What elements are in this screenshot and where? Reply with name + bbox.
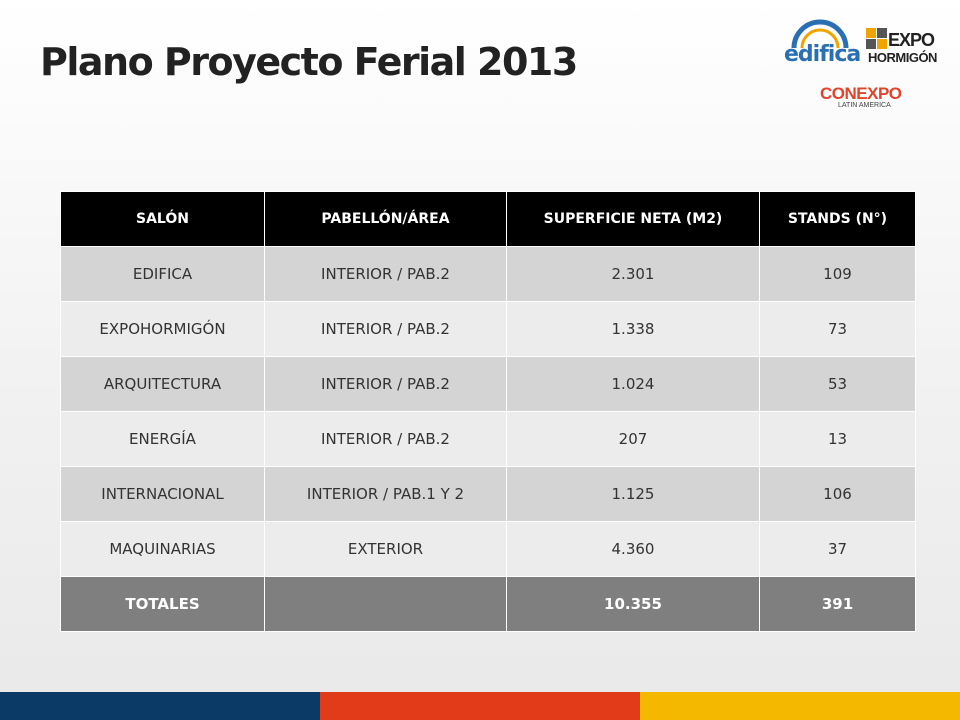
- expohormigon-logo: EXPO HORMIGÓN: [866, 24, 946, 78]
- cell-salon: MAQUINARIAS: [60, 521, 265, 577]
- header-pabellon: PABELLÓN/ÁREA: [264, 191, 507, 247]
- edifica-logo: edifica: [780, 14, 861, 78]
- page-title: Plano Proyecto Ferial 2013: [40, 40, 578, 84]
- cell-stands: 13: [759, 411, 916, 467]
- cell-stands: 73: [759, 301, 916, 357]
- cell-superficie: 1.024: [506, 356, 760, 412]
- header-superficie: SUPERFICIE NETA (M2): [506, 191, 760, 247]
- total-stands: 391: [759, 576, 916, 632]
- edifica-logo-text: edifica: [784, 42, 861, 67]
- cell-salon: EDIFICA: [60, 246, 265, 302]
- footer-bar-yellow: [640, 692, 960, 720]
- cell-superficie: 1.338: [506, 301, 760, 357]
- cell-stands: 37: [759, 521, 916, 577]
- total-pabellon: [264, 576, 507, 632]
- hormigon-logo-text: HORMIGÓN: [868, 50, 937, 65]
- total-label: TOTALES: [60, 576, 265, 632]
- table-total-row: TOTALES 10.355 391: [60, 576, 916, 632]
- conexpo-logo-subtext: LATIN AMERICA: [838, 102, 891, 109]
- header-salon: SALÓN: [60, 191, 265, 247]
- cell-pabellon: INTERIOR / PAB.2: [264, 356, 507, 412]
- cell-pabellon: INTERIOR / PAB.1 Y 2: [264, 466, 507, 522]
- expo-logo-text: EXPO: [888, 30, 935, 50]
- cell-superficie: 1.125: [506, 466, 760, 522]
- table-row: INTERNACIONAL INTERIOR / PAB.1 Y 2 1.125…: [60, 466, 916, 522]
- cell-salon: ARQUITECTURA: [60, 356, 265, 412]
- conexpo-logo-text: CONEXPO: [820, 84, 902, 103]
- cell-stands: 106: [759, 466, 916, 522]
- cell-superficie: 207: [506, 411, 760, 467]
- table-row: ENERGÍA INTERIOR / PAB.2 207 13: [60, 411, 916, 467]
- cell-stands: 53: [759, 356, 916, 412]
- cell-salon: ENERGÍA: [60, 411, 265, 467]
- header-stands: STANDS (N°): [759, 191, 916, 247]
- cell-superficie: 2.301: [506, 246, 760, 302]
- table-row: EXPOHORMIGÓN INTERIOR / PAB.2 1.338 73: [60, 301, 916, 357]
- cell-superficie: 4.360: [506, 521, 760, 577]
- cell-pabellon: INTERIOR / PAB.2: [264, 411, 507, 467]
- cell-pabellon: INTERIOR / PAB.2: [264, 301, 507, 357]
- footer-color-bar: [0, 692, 960, 720]
- table-row: EDIFICA INTERIOR / PAB.2 2.301 109: [60, 246, 916, 302]
- conexpo-logo: CONEXPO LATIN AMERICA: [816, 82, 916, 112]
- table-row: ARQUITECTURA INTERIOR / PAB.2 1.024 53: [60, 356, 916, 412]
- footer-bar-red: [320, 692, 640, 720]
- table-header-row: SALÓN PABELLÓN/ÁREA SUPERFICIE NETA (M2)…: [60, 191, 916, 247]
- sponsor-logos: edifica EXPO HORMIGÓN CONEXPO LATIN AMER…: [780, 10, 950, 110]
- table-row: MAQUINARIAS EXTERIOR 4.360 37: [60, 521, 916, 577]
- cell-salon: EXPOHORMIGÓN: [60, 301, 265, 357]
- total-superficie: 10.355: [506, 576, 760, 632]
- footer-bar-blue: [0, 692, 320, 720]
- cell-salon: INTERNACIONAL: [60, 466, 265, 522]
- cell-pabellon: EXTERIOR: [264, 521, 507, 577]
- cell-pabellon: INTERIOR / PAB.2: [264, 246, 507, 302]
- cell-stands: 109: [759, 246, 916, 302]
- exhibition-table: SALÓN PABELLÓN/ÁREA SUPERFICIE NETA (M2)…: [60, 191, 916, 632]
